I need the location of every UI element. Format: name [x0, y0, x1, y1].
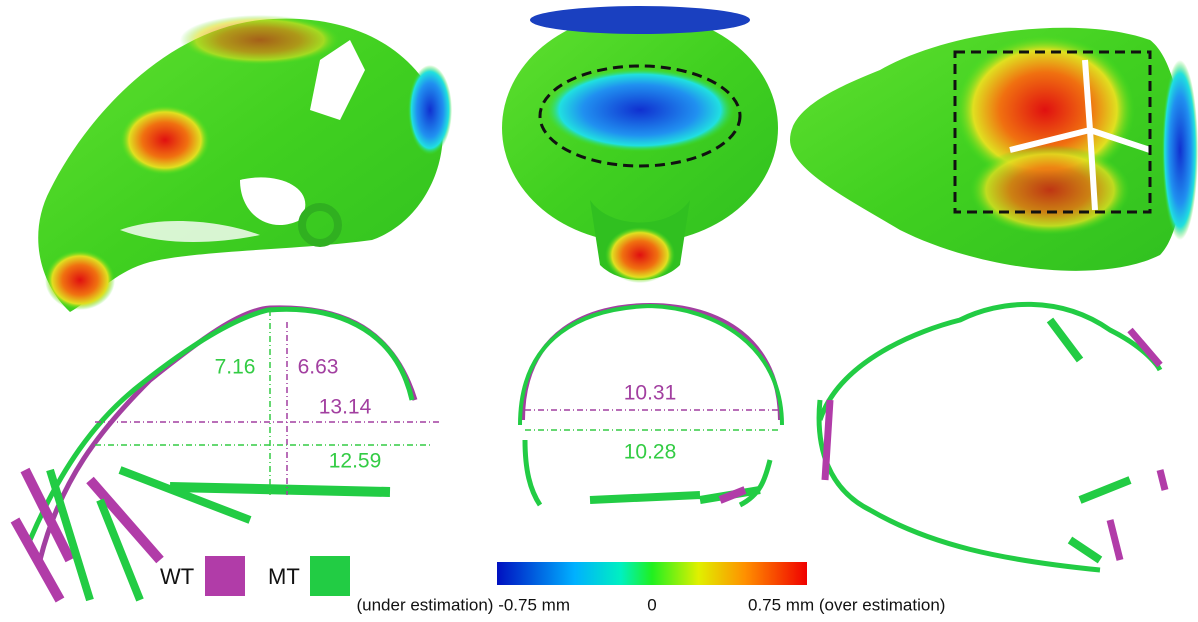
colorbar-max-label: 0.75 mm (over estimation) — [748, 595, 945, 614]
dorsal-section — [819, 304, 1165, 570]
legend-label: WT — [160, 564, 194, 589]
lateral-render — [38, 15, 452, 312]
measurement-label: 10.31 — [624, 382, 677, 405]
colorbar-min-label: (under estimation) -0.75 mm — [356, 595, 570, 614]
measurement-label: 6.63 — [298, 356, 339, 379]
frontal-section — [520, 305, 782, 505]
legend-swatch — [205, 556, 245, 596]
measurement-label: 10.28 — [624, 441, 677, 464]
legend-label: MT — [268, 564, 300, 589]
measurement-label: 7.16 — [215, 356, 256, 379]
colorbar — [497, 562, 807, 585]
figure: (under estimation) -0.75 mm 0 0.75 mm (o… — [0, 0, 1198, 622]
frontal-render — [502, 6, 778, 283]
measurement-label: 13.14 — [319, 396, 372, 419]
legend-swatch — [310, 556, 350, 596]
measurement-label: 12.59 — [329, 450, 382, 473]
dorsal-render — [790, 28, 1198, 271]
colorbar-mid-label: 0 — [647, 595, 656, 614]
